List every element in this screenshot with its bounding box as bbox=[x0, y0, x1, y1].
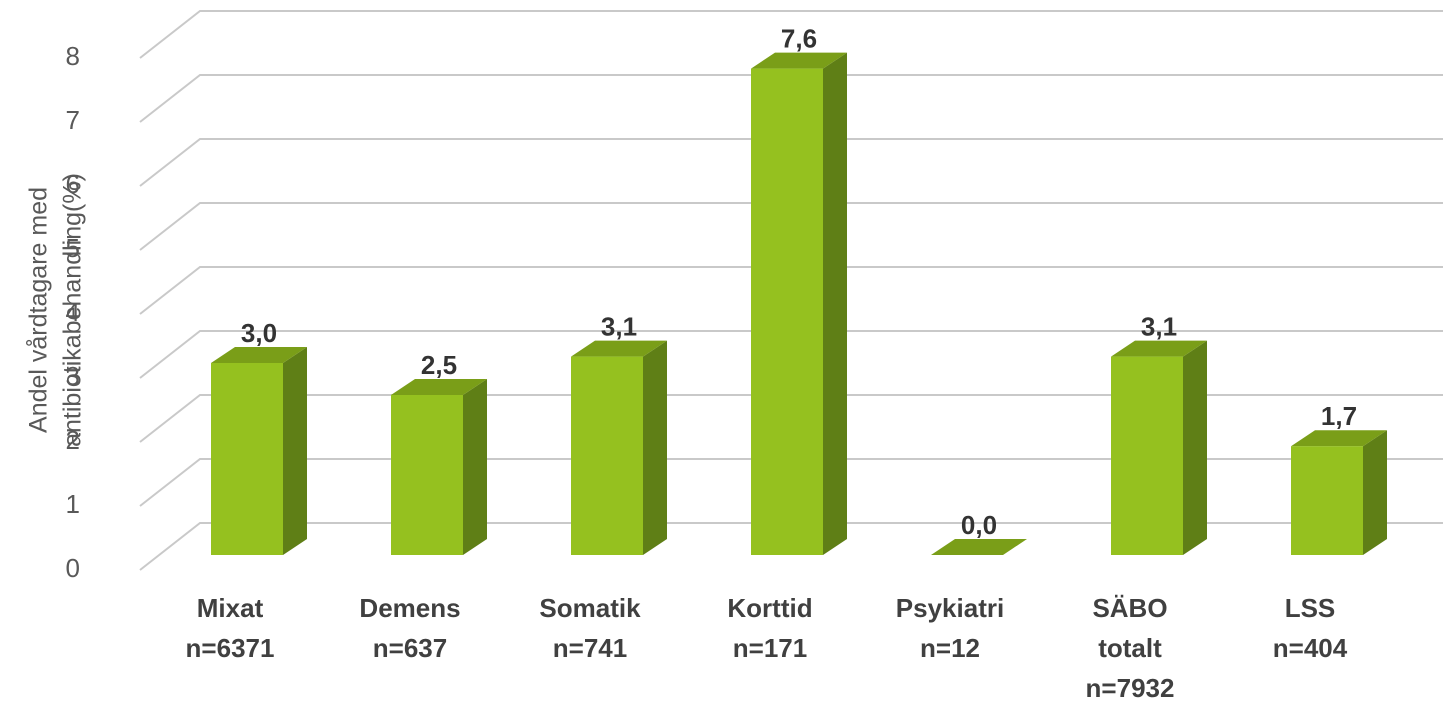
grid-line-segment bbox=[139, 266, 1443, 315]
x-tick-label: n=7932 bbox=[1086, 673, 1175, 701]
value-label: 7,6 bbox=[781, 23, 817, 53]
y-tick-label: 3 bbox=[66, 361, 80, 391]
value-label: 2,5 bbox=[421, 350, 457, 380]
x-tick-label: totalt bbox=[1098, 633, 1162, 663]
grid-line bbox=[139, 522, 1443, 571]
grid-line-segment bbox=[139, 458, 1443, 507]
bar-top bbox=[391, 379, 487, 395]
x-tick-label: n=404 bbox=[1273, 633, 1348, 663]
grid-line-segment bbox=[139, 522, 1443, 571]
bar-front bbox=[1111, 356, 1183, 555]
grid-line-segment bbox=[139, 202, 1443, 251]
bar bbox=[1111, 340, 1207, 555]
grid-line bbox=[139, 138, 1443, 187]
bar-front bbox=[1291, 446, 1363, 555]
bar bbox=[211, 347, 307, 555]
value-label: 3,1 bbox=[601, 311, 637, 341]
bar-side bbox=[643, 340, 667, 555]
bar-top bbox=[1111, 340, 1207, 357]
y-tick-label: 8 bbox=[66, 41, 80, 71]
y-axis-label: Andel vårdtagare med antibiotikabehandli… bbox=[25, 173, 87, 447]
grid-line bbox=[139, 330, 1443, 379]
grid-line bbox=[139, 202, 1443, 251]
grid-line-segment bbox=[139, 394, 1443, 443]
grid-line-segment bbox=[139, 74, 1443, 123]
x-tick-label: n=741 bbox=[553, 633, 627, 663]
grid-line-segment bbox=[139, 10, 1443, 59]
x-tick-label: Korttid bbox=[727, 593, 812, 623]
y-axis-label-line: Andel vårdtagare med bbox=[25, 187, 53, 433]
grid-line bbox=[139, 458, 1443, 507]
grid-line bbox=[139, 74, 1443, 123]
x-tick-label: n=171 bbox=[733, 633, 807, 663]
x-tick-label: SÄBO bbox=[1092, 593, 1167, 623]
bar bbox=[931, 539, 1027, 555]
x-tick-label: LSS bbox=[1285, 593, 1336, 623]
bar-side bbox=[283, 347, 307, 555]
bar-front bbox=[751, 68, 823, 555]
bar bbox=[571, 340, 667, 555]
y-tick-label: 6 bbox=[66, 169, 80, 199]
grid-line-segment bbox=[139, 330, 1443, 379]
y-tick-label: 0 bbox=[66, 553, 80, 583]
bar-front bbox=[391, 395, 463, 555]
bar-side bbox=[1363, 430, 1387, 555]
bar-top bbox=[751, 52, 847, 69]
y-tick-label: 2 bbox=[66, 425, 80, 455]
value-label: 0,0 bbox=[961, 510, 997, 540]
bar bbox=[391, 379, 487, 555]
bar bbox=[1291, 430, 1387, 555]
y-tick-label: 7 bbox=[66, 105, 80, 135]
x-tick-label: Psykiatri bbox=[896, 593, 1004, 623]
value-label: 3,1 bbox=[1141, 311, 1177, 341]
y-axis-label-line: antibiotikabehandling(%) bbox=[59, 173, 87, 447]
bar-top bbox=[211, 347, 307, 363]
bar-side bbox=[823, 52, 847, 555]
bar bbox=[751, 52, 847, 555]
bar-front bbox=[571, 356, 643, 555]
x-tick-label: Somatik bbox=[539, 593, 641, 623]
bar-side bbox=[1183, 340, 1207, 555]
x-tick-label: Demens bbox=[359, 593, 460, 623]
value-label: 3,0 bbox=[241, 318, 277, 348]
y-tick-label: 4 bbox=[66, 297, 80, 327]
bar-top bbox=[931, 539, 1027, 555]
value-label: 1,7 bbox=[1321, 401, 1357, 431]
x-tick-label: Mixat bbox=[197, 593, 264, 623]
bar-top bbox=[571, 340, 667, 357]
grid-line bbox=[139, 394, 1443, 443]
grid-line-segment bbox=[139, 138, 1443, 187]
grid-line bbox=[139, 266, 1443, 315]
y-tick-label: 1 bbox=[66, 489, 80, 519]
bar-top bbox=[1291, 430, 1387, 447]
x-tick-label: n=12 bbox=[920, 633, 980, 663]
y-tick-label: 5 bbox=[66, 233, 80, 263]
x-tick-label: n=6371 bbox=[186, 633, 275, 663]
bar-front bbox=[211, 363, 283, 555]
bar-side bbox=[463, 379, 487, 555]
grid-line bbox=[139, 10, 1443, 59]
x-tick-label: n=637 bbox=[373, 633, 447, 663]
